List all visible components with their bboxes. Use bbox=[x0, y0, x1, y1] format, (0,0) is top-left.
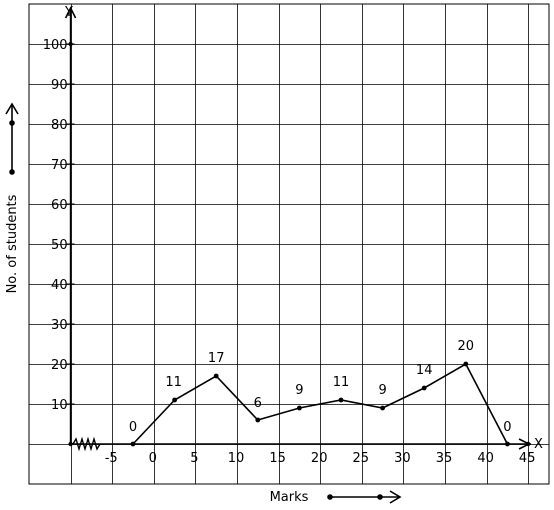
x-tick-label: 25 bbox=[353, 451, 370, 466]
y-tick-label: 70 bbox=[51, 158, 68, 173]
data-label: 9 bbox=[378, 383, 386, 398]
data-labels: 0 11 17 6 9 11 9 14 20 0 bbox=[129, 339, 512, 435]
x-tick-label: 15 bbox=[269, 451, 286, 466]
data-point bbox=[130, 441, 136, 447]
y-axis-arrow bbox=[64, 6, 77, 19]
axis-break-zigzag bbox=[72, 436, 101, 452]
x-tick-label: -5 bbox=[105, 451, 118, 466]
y-axis-title: No. of students bbox=[5, 194, 20, 293]
x-tick-label: 10 bbox=[228, 451, 245, 466]
data-label: 11 bbox=[333, 375, 350, 390]
origin-dot bbox=[68, 441, 73, 447]
data-point bbox=[255, 417, 261, 423]
plot-border bbox=[28, 3, 550, 485]
data-point bbox=[421, 385, 427, 391]
data-point bbox=[380, 405, 385, 411]
y-tick-label: 80 bbox=[51, 118, 68, 133]
data-point bbox=[505, 441, 510, 447]
x-tick-label: 30 bbox=[394, 451, 411, 466]
x-tick-label: 40 bbox=[477, 451, 494, 466]
data-label: 0 bbox=[129, 420, 137, 435]
y-tick-label: 100 bbox=[43, 38, 68, 53]
y-tick-label: 40 bbox=[51, 278, 68, 293]
x-axis-letter: X bbox=[534, 437, 543, 452]
y-tick-label: 60 bbox=[51, 198, 68, 213]
data-label: 14 bbox=[416, 363, 433, 378]
y-tick-label: 50 bbox=[51, 238, 68, 253]
x-axis-dot bbox=[526, 441, 531, 447]
data-point bbox=[463, 361, 469, 367]
x-tick-label: 45 bbox=[519, 451, 536, 466]
data-point bbox=[213, 373, 219, 379]
data-label: 6 bbox=[254, 396, 262, 411]
y-direction-arrow bbox=[5, 102, 19, 175]
y-tick-label: 90 bbox=[51, 78, 68, 93]
data-label: 9 bbox=[295, 383, 303, 398]
tick-labels: -5 0 5 10 15 20 25 30 35 40 4510203040506070809010… bbox=[43, 38, 536, 466]
x-direction-arrow bbox=[327, 490, 402, 504]
x-tick-label: 35 bbox=[436, 451, 453, 466]
series-line-group bbox=[130, 361, 510, 447]
data-point bbox=[338, 397, 344, 403]
x-tick-label: 5 bbox=[190, 451, 198, 466]
data-label: 11 bbox=[165, 375, 182, 390]
data-label: 0 bbox=[503, 420, 511, 435]
data-label: 17 bbox=[208, 351, 225, 366]
x-tick-label: 0 bbox=[149, 451, 157, 466]
x-tick-label: 20 bbox=[311, 451, 328, 466]
grid-lines bbox=[28, 3, 550, 485]
series-line bbox=[132, 362, 509, 445]
y-axis-letter: Y bbox=[64, 5, 73, 20]
data-point bbox=[172, 397, 178, 403]
y-tick-label: 10 bbox=[51, 398, 68, 413]
y-tick-label: 20 bbox=[51, 358, 68, 373]
x-axis-title: Marks bbox=[270, 490, 309, 505]
data-point bbox=[297, 405, 302, 411]
data-label: 20 bbox=[458, 339, 475, 354]
y-tick-label: 30 bbox=[51, 318, 68, 333]
